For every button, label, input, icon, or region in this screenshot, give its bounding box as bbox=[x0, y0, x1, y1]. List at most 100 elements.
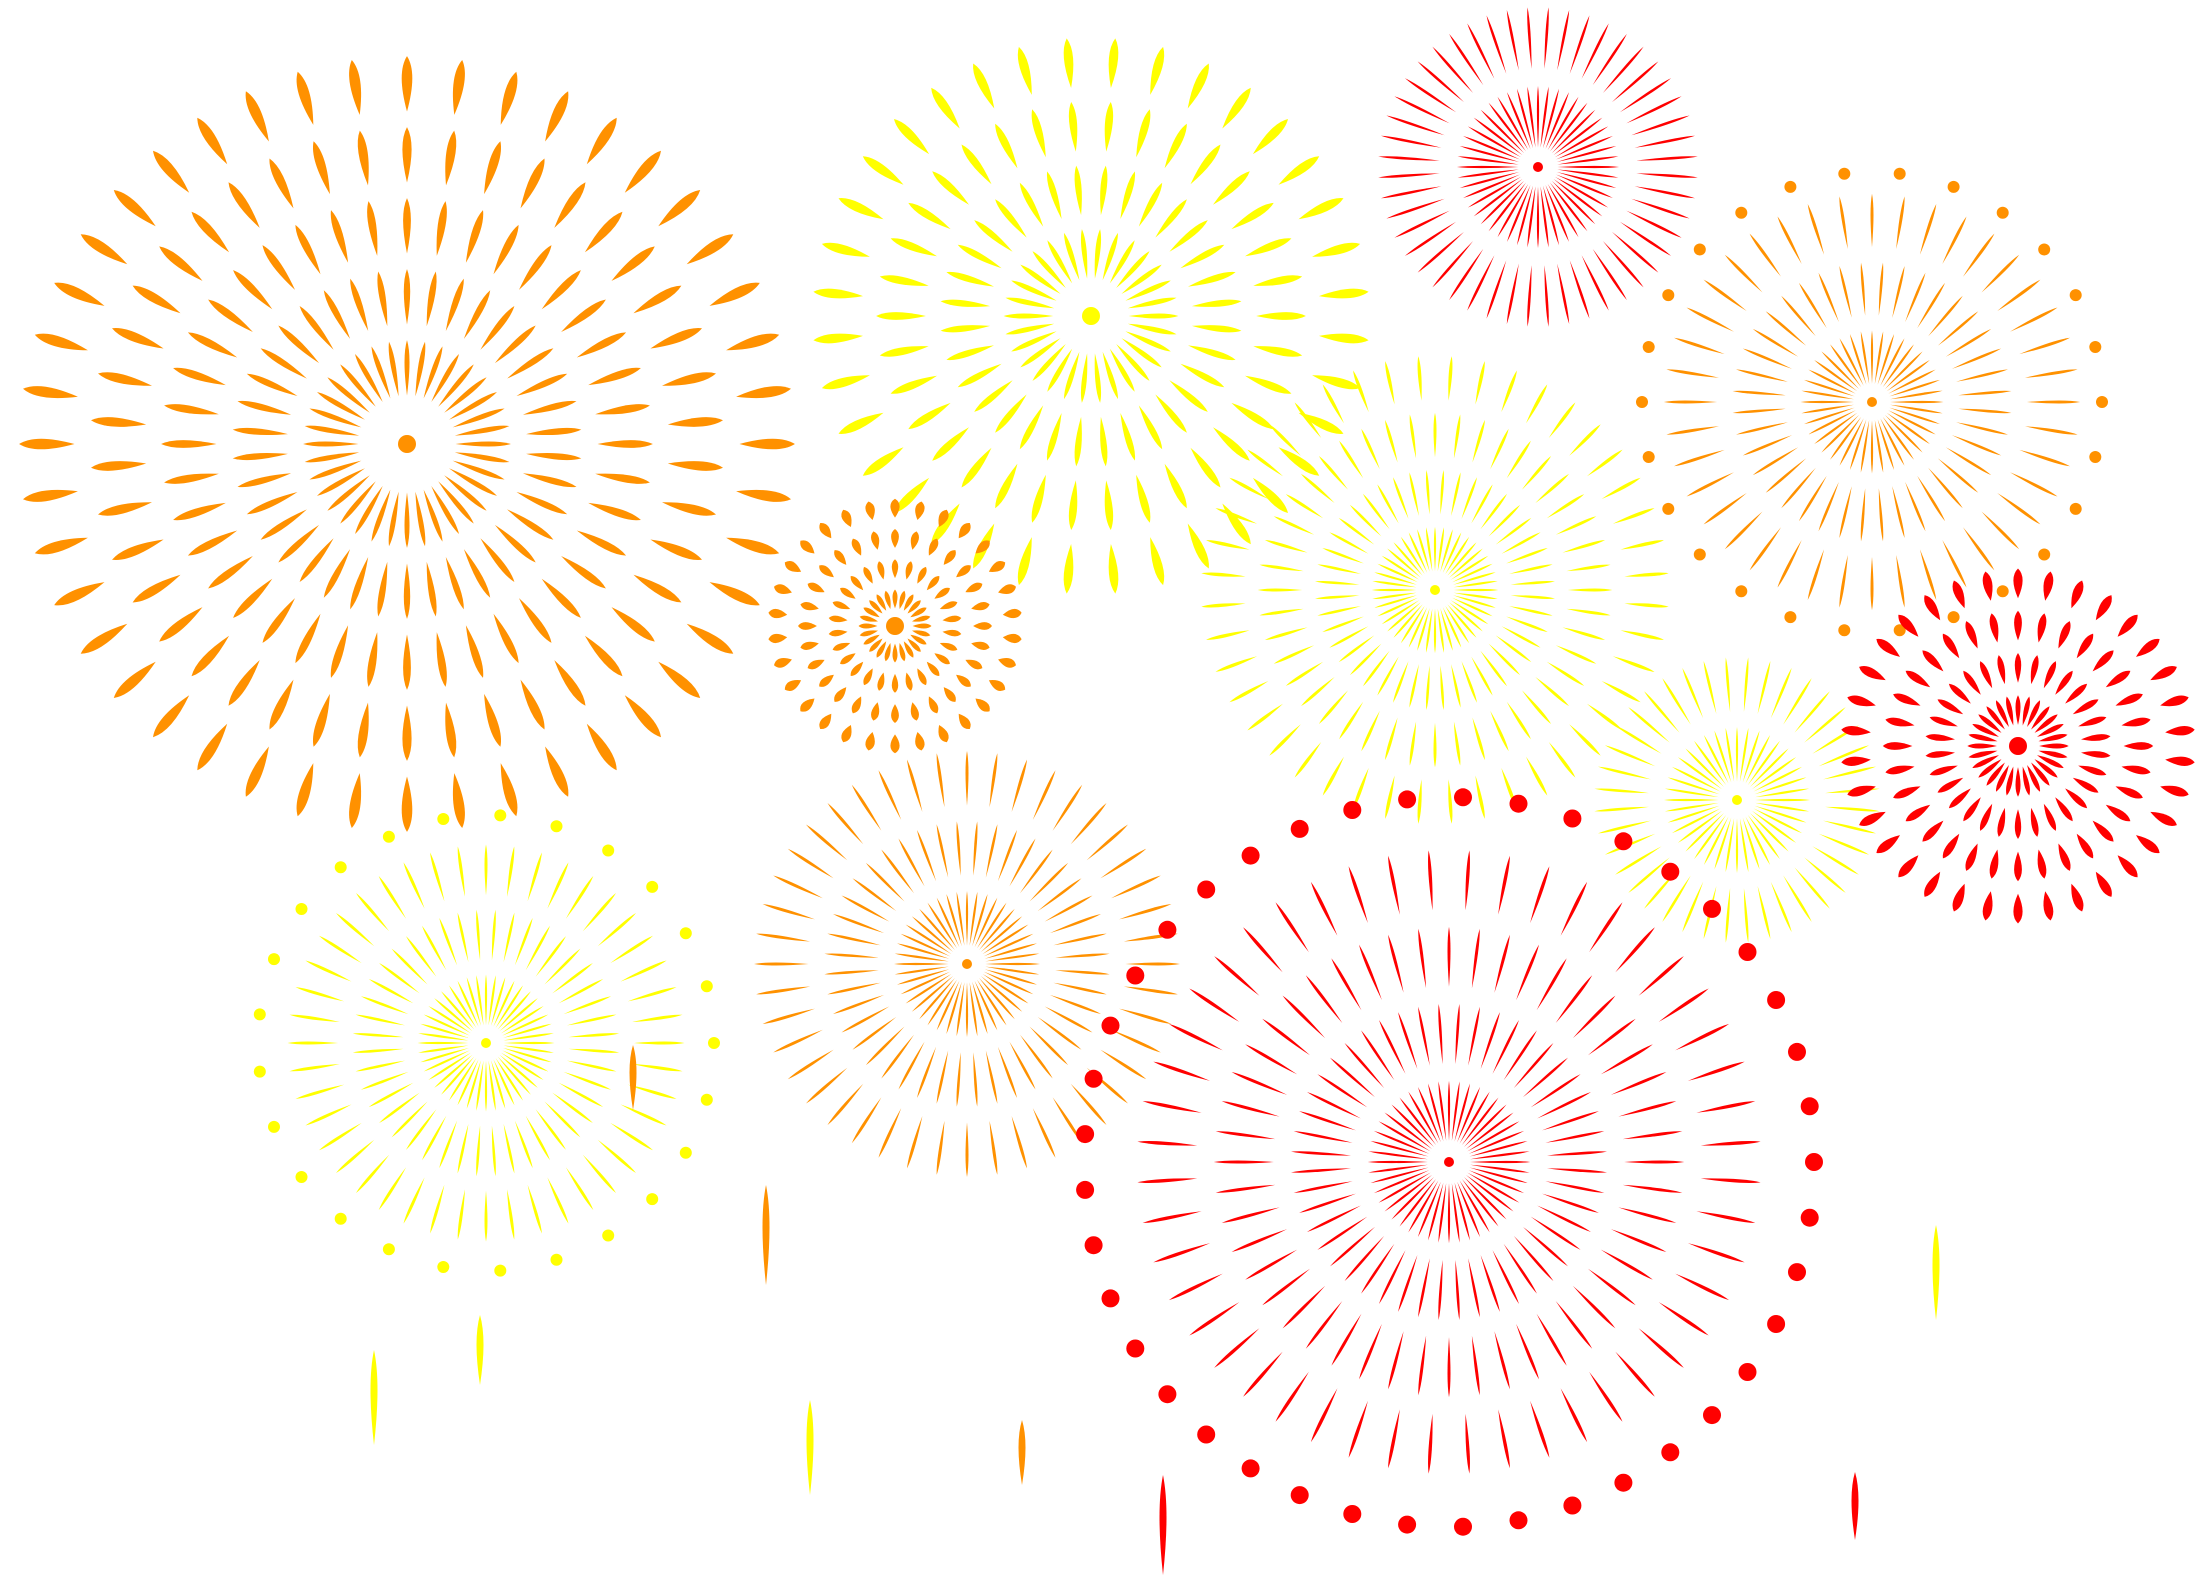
burst-ray bbox=[1017, 537, 1032, 586]
burst-ray bbox=[1453, 572, 1496, 585]
burst-ray bbox=[824, 970, 879, 975]
burst-ray bbox=[1243, 1351, 1283, 1397]
burst-ray bbox=[484, 844, 488, 896]
burst-ray bbox=[503, 1033, 554, 1041]
burst-ray bbox=[208, 299, 253, 332]
burst-ray bbox=[910, 702, 919, 721]
burst-ray bbox=[1535, 677, 1569, 707]
burst-ray bbox=[828, 615, 848, 623]
burst-ray bbox=[926, 576, 940, 591]
burst-ray bbox=[1428, 1182, 1444, 1241]
burst-dot bbox=[437, 813, 450, 825]
burst-ray bbox=[1905, 670, 1931, 688]
burst-ray bbox=[1963, 797, 1981, 822]
burst-ray bbox=[420, 1048, 469, 1063]
burst-ray bbox=[502, 1014, 549, 1036]
burst-ray bbox=[1409, 414, 1417, 459]
burst-ray bbox=[319, 1122, 362, 1151]
burst-ray bbox=[736, 489, 791, 502]
burst-ray bbox=[1839, 418, 1864, 466]
burst-ray bbox=[1739, 727, 1749, 782]
burst-ray bbox=[1937, 458, 1979, 493]
burst-ray bbox=[1492, 1020, 1519, 1074]
burst-ray bbox=[525, 925, 550, 971]
burst-ray bbox=[1169, 380, 1208, 412]
burst-ray bbox=[1600, 1249, 1653, 1280]
burst-ray bbox=[1612, 656, 1655, 672]
burst-center bbox=[1533, 162, 1543, 172]
burst-ray bbox=[1417, 61, 1464, 103]
burst-ray bbox=[1503, 1243, 1537, 1294]
burst-ray bbox=[1555, 516, 1597, 535]
burst-ray bbox=[319, 935, 362, 964]
burst-ray bbox=[957, 244, 1002, 269]
burst-ray bbox=[709, 282, 760, 306]
burst-dot bbox=[1661, 862, 1680, 881]
burst-ray bbox=[756, 986, 811, 995]
burst-ray bbox=[1480, 109, 1525, 154]
burst-ray bbox=[1825, 806, 1880, 812]
burst-ray bbox=[371, 346, 391, 399]
burst-ray bbox=[545, 746, 569, 797]
burst-ray bbox=[1615, 725, 1662, 754]
burst-ray bbox=[1053, 933, 1107, 946]
burst-ray bbox=[1982, 891, 1993, 921]
burst-ray bbox=[1986, 706, 2005, 730]
burst-ray bbox=[1388, 855, 1400, 915]
burst-ray bbox=[1445, 605, 1470, 644]
burst-ray bbox=[1231, 1229, 1288, 1252]
burst-ray bbox=[1919, 204, 1937, 255]
burst-ray bbox=[312, 693, 330, 747]
burst-ray bbox=[865, 862, 905, 902]
burst-ray bbox=[1725, 888, 1731, 943]
burst-ray bbox=[1456, 165, 1519, 169]
burst-ray bbox=[2078, 716, 2107, 727]
burst-ray bbox=[1951, 348, 2002, 369]
burst-ray bbox=[415, 341, 426, 397]
burst-ray bbox=[1506, 548, 1548, 564]
burst-ray bbox=[1418, 1258, 1430, 1318]
burst-ray bbox=[1666, 369, 1719, 378]
burst-ray bbox=[1743, 888, 1749, 943]
burst-ray bbox=[1972, 723, 1999, 737]
burst-ray bbox=[1765, 458, 1807, 493]
burst-ray bbox=[998, 584, 1016, 594]
burst-ray bbox=[1378, 173, 1440, 178]
burst-ray bbox=[1628, 857, 1670, 893]
burst-ray bbox=[444, 475, 487, 511]
burst-ray bbox=[1703, 279, 1747, 311]
burst-ray bbox=[1386, 115, 1445, 136]
burst-ray bbox=[1547, 1168, 1607, 1173]
burst-ray bbox=[1527, 186, 1536, 248]
burst-ray bbox=[1612, 231, 1659, 273]
burst-ray bbox=[971, 641, 990, 650]
burst-ray bbox=[1121, 338, 1162, 368]
burst-ray bbox=[1190, 447, 1221, 488]
burst-ray bbox=[1556, 146, 1617, 162]
falling-spark bbox=[370, 1350, 378, 1445]
burst-ray bbox=[1138, 182, 1163, 227]
burst-ray bbox=[1942, 633, 1960, 659]
burst-ray bbox=[1549, 102, 1588, 152]
burst-dot bbox=[700, 1093, 713, 1106]
burst-ray bbox=[894, 962, 949, 966]
burst-ray bbox=[1262, 1268, 1310, 1306]
burst-ray bbox=[936, 1050, 949, 1104]
burst-ray bbox=[1440, 665, 1444, 710]
burst-dot bbox=[1642, 341, 1655, 353]
burst-ray bbox=[1109, 348, 1135, 392]
burst-ray bbox=[907, 1116, 923, 1169]
burst-ray bbox=[1618, 1207, 1677, 1223]
burst-ray bbox=[611, 607, 655, 642]
burst-ray bbox=[974, 980, 998, 1031]
burst-ray bbox=[851, 784, 882, 831]
burst-ray bbox=[2076, 633, 2094, 659]
burst-ray bbox=[919, 977, 955, 1020]
burst-ray bbox=[576, 530, 627, 556]
burst-ray bbox=[1522, 1057, 1568, 1098]
burst-ray bbox=[1463, 136, 1520, 160]
burst-ray bbox=[1750, 813, 1789, 852]
burst-ray bbox=[784, 561, 802, 572]
burst-ray bbox=[327, 475, 370, 511]
burst-ray bbox=[1735, 727, 1739, 782]
